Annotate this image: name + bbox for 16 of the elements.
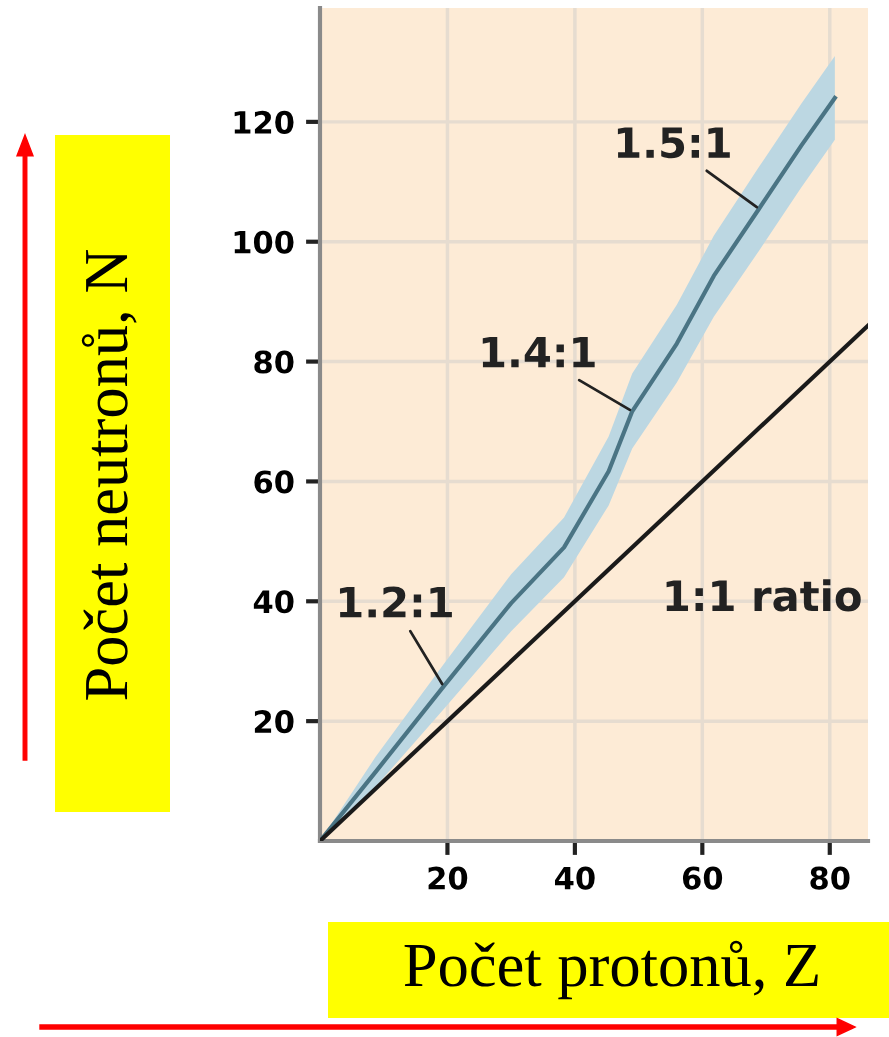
y-tick-label: 40 <box>253 590 294 614</box>
annotation: 1.5:1 <box>617 127 730 159</box>
x-tick-label: 60 <box>682 866 723 890</box>
x-axis-title: Počet protonů, Z <box>404 940 818 1000</box>
x-tick-label: 20 <box>428 866 468 890</box>
y-tick-label: 80 <box>254 350 294 374</box>
y-tick-label: 20 <box>254 710 294 734</box>
x-tick-label: 40 <box>555 866 595 890</box>
y-tick-label: 120 <box>234 110 294 134</box>
x-tick-label: 80 <box>810 866 850 890</box>
y-tick-label: 60 <box>254 470 294 494</box>
y-axis-title: Počet neutronů, N <box>81 249 137 700</box>
annotation: 1:1 ratio <box>666 579 861 612</box>
annotation: 1.4:1 <box>482 336 595 368</box>
annotation: 1.2:1 <box>339 586 452 618</box>
y-tick-label: 100 <box>234 230 294 254</box>
